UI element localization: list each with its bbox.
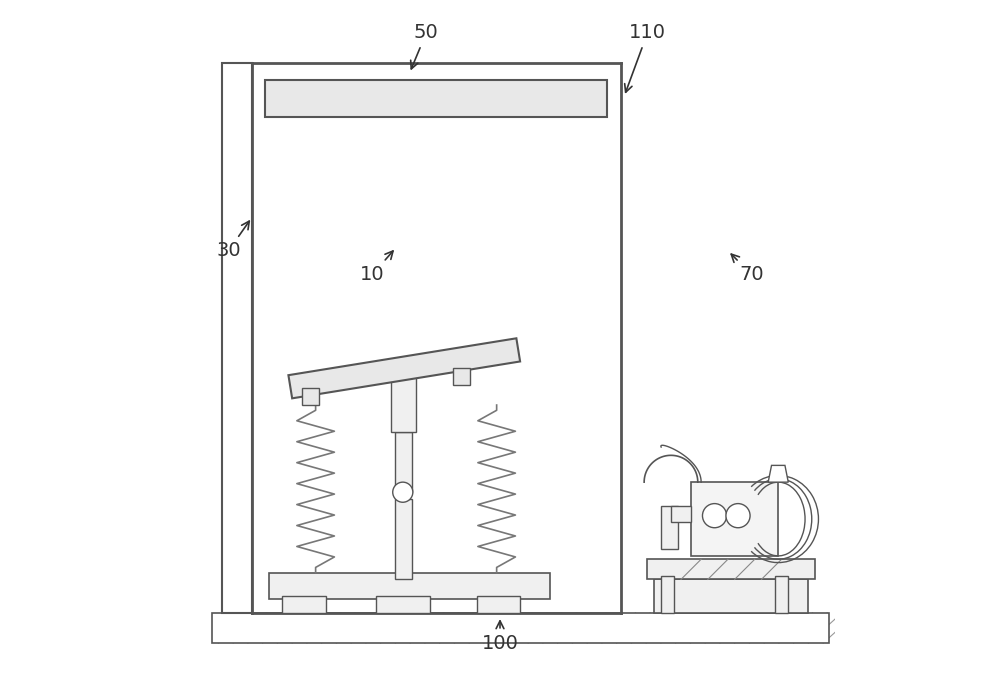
- Bar: [775, 576, 788, 613]
- Polygon shape: [288, 338, 520, 398]
- Bar: [661, 576, 674, 613]
- Circle shape: [702, 504, 727, 528]
- Bar: [691, 482, 778, 556]
- Bar: [265, 80, 607, 117]
- Bar: [661, 506, 678, 549]
- Bar: [671, 506, 691, 523]
- Text: 110: 110: [625, 24, 666, 93]
- Bar: [647, 559, 815, 579]
- Bar: [269, 573, 550, 600]
- Circle shape: [726, 504, 750, 528]
- Bar: [302, 388, 319, 405]
- Text: 100: 100: [482, 621, 518, 652]
- Bar: [222, 63, 252, 613]
- Text: 50: 50: [411, 24, 439, 69]
- Bar: [395, 432, 412, 492]
- Text: 10: 10: [360, 251, 393, 284]
- Bar: [212, 613, 829, 643]
- Polygon shape: [768, 465, 788, 482]
- Circle shape: [393, 482, 413, 502]
- Text: 70: 70: [731, 254, 764, 284]
- Bar: [391, 372, 416, 432]
- Bar: [654, 579, 808, 613]
- Bar: [282, 596, 326, 613]
- Bar: [453, 368, 470, 385]
- Text: 30: 30: [216, 221, 249, 260]
- Bar: [376, 596, 430, 613]
- Bar: [395, 499, 412, 579]
- Bar: [477, 596, 520, 613]
